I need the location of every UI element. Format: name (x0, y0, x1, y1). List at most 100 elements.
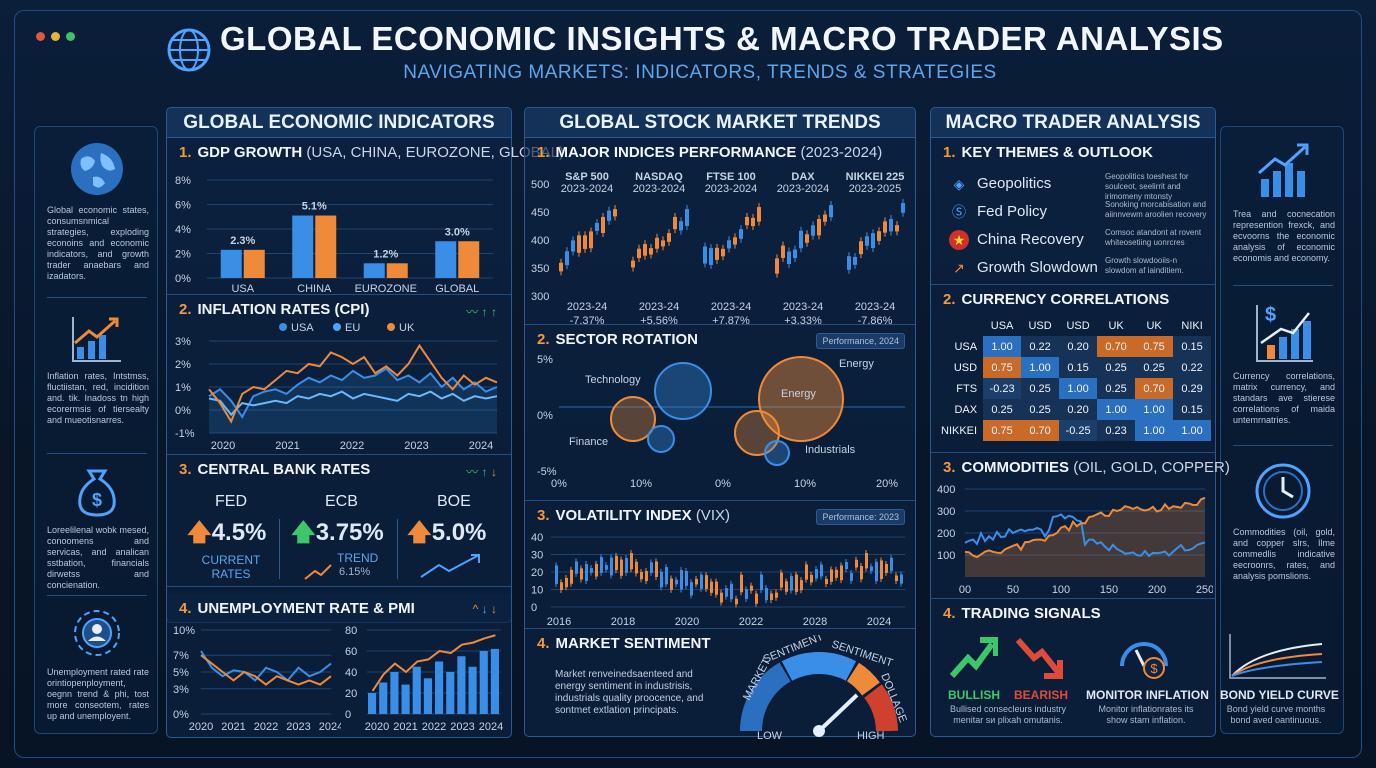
pmi-bar (490, 648, 499, 714)
person-target-icon (74, 610, 120, 656)
candle-body (709, 248, 713, 265)
x-tick-label: 2018 (611, 616, 635, 628)
vix-candle (875, 561, 878, 582)
y-tick-label: 5% (537, 354, 553, 366)
bubble-label: Technology (585, 374, 641, 386)
matrix-cell: 0.15 (1173, 399, 1212, 420)
section-heading: 4. UNEMPLOYMENT RATE & PMI (179, 600, 415, 617)
gauge-high-label: HIGH (857, 730, 885, 739)
gdp-bar (315, 215, 337, 278)
candle-body (817, 218, 821, 236)
index-name: DAX (791, 171, 815, 183)
gdp-bar (363, 263, 385, 278)
yield-curve-icon[interactable] (1226, 630, 1330, 682)
pmi-bar (390, 672, 399, 714)
arrow-up-icon: ↑ (481, 465, 488, 479)
x-tick-label: 100 (1052, 584, 1070, 596)
gauge-hub (813, 725, 825, 737)
x-tick-label: 0% (715, 478, 731, 490)
gdp-bar (292, 215, 314, 278)
sentiment-text: Market renveinedsaenteed and energy sent… (555, 669, 704, 716)
inflation-section: 2. INFLATION RATES (CPI) 〰 ↑ ↑ USA EU UK -1%… (167, 294, 511, 454)
vix-candle (710, 581, 713, 593)
maximize-dot[interactable] (66, 32, 75, 41)
section-title: MARKET SENTIMENT (555, 635, 711, 652)
y-tick-label: 0 (531, 602, 537, 614)
themes-section: 1. KEY THEMES & OUTLOOK ◈ Geopolitics Geopo… (931, 138, 1215, 284)
theme-label: Fed Policy (977, 203, 1048, 220)
inflation-gauge-icon[interactable]: $ (1116, 628, 1172, 682)
svg-text:$: $ (92, 490, 102, 510)
matrix-cell: 0.70 (1021, 420, 1060, 441)
candle-body (895, 225, 899, 232)
vix-candle (610, 557, 613, 576)
sector-bubble (758, 356, 844, 442)
vix-candle (835, 569, 838, 578)
sidebar-block: Trea and cocnecation represention frexck… (1221, 141, 1345, 264)
bullish-label[interactable]: BULLISH (948, 688, 1000, 702)
x-tick-label: 2020 (211, 440, 235, 452)
gdp-bar (386, 263, 408, 278)
sidebar-text: Commodities (oil, gold, and copper slrs,… (1233, 527, 1335, 581)
vix-candle (555, 565, 558, 584)
bullish-desc: Bullised consecleurs industry menitar sи… (949, 704, 1067, 725)
section-heading: 2. INFLATION RATES (CPI) (179, 301, 369, 318)
squiggle-icon: 〰 (466, 305, 479, 319)
minimize-dot[interactable] (51, 32, 60, 41)
divider (279, 519, 280, 579)
globe-icon (167, 28, 211, 72)
x-tick-label: 50 (1007, 584, 1019, 596)
x-tick-label: 20% (876, 478, 898, 490)
bullish-arrow-icon[interactable] (948, 634, 998, 680)
vix-candle (575, 561, 578, 574)
section-title: UNEMPLOYMENT RATE & PMI (197, 600, 415, 617)
vix-candle (765, 588, 768, 601)
theme-desc: Sonoking morcabisation and aiinnvewm aro… (1105, 200, 1207, 219)
index-name: S&P 500 (565, 171, 609, 183)
vix-candle (615, 555, 618, 571)
candle-body (871, 233, 875, 248)
outer-frame (14, 10, 1362, 758)
theme-label: Geopolitics (977, 175, 1052, 192)
legend-label: USA (291, 322, 314, 334)
commodities-section: 3. COMMODITIES (OIL, GOLD, COPPER) 100 200… (931, 452, 1230, 598)
sector-rotation-chart: 5%0%-5%0% 10% 0% 10% 20%TechnologyEnergyEner… (537, 354, 905, 490)
matrix-cell: 0.25 (1097, 378, 1136, 399)
vix-candle (695, 578, 698, 585)
index-period: 2023-2024 (561, 183, 614, 195)
candle-body (577, 235, 581, 253)
y-tick-label: 30 (531, 550, 543, 562)
matrix-corner (941, 315, 983, 336)
vix-candle (810, 574, 813, 583)
bond-yield-label[interactable]: BOND YIELD CURVE (1220, 688, 1339, 702)
section-heading: 3. COMMODITIES (OIL, GOLD, COPPER) (943, 459, 1230, 476)
candle-body (883, 221, 887, 233)
vix-candle (670, 578, 673, 590)
section-number: 4. (537, 635, 550, 652)
commodity-line (964, 513, 1206, 558)
arrow-up-icon: 🡅 (407, 519, 432, 546)
index-foot: 2023-24 (783, 301, 823, 313)
trend-up-icon (304, 564, 332, 580)
bubble-label: Energy (839, 358, 874, 370)
central-bank-section: 3. CENTRAL BANK RATES 〰 ↑ ↓ FED ECB BOE 🡅… (167, 454, 511, 586)
section-title: GDP GROWTH (197, 144, 303, 161)
y-tick-label: 400 (531, 235, 549, 247)
vix-candle (865, 553, 868, 569)
sidebar-block: Inflation rates, Intstmss, fluctiistan, … (35, 313, 159, 426)
y-tick-label: 8% (175, 175, 191, 187)
vix-candle (675, 579, 678, 585)
y-tick-label: 2% (175, 249, 191, 261)
vix-candle (705, 575, 708, 589)
bearish-label[interactable]: BEARISH (1014, 688, 1069, 702)
section-title: CURRENCY CORRELATIONS (961, 291, 1170, 308)
index-change: -7.37% (570, 315, 605, 324)
section-title: VOLATILITY INDEX (555, 507, 692, 524)
monitor-inflation-label[interactable]: MONITOR INFLATION (1086, 688, 1209, 702)
pmi-bar (379, 682, 388, 714)
x-tick-label: 150 (1100, 584, 1118, 596)
bearish-arrow-icon[interactable] (1014, 634, 1064, 680)
candle-body (655, 237, 659, 249)
bubble-label: Finance (569, 436, 608, 448)
close-dot[interactable] (36, 32, 45, 41)
